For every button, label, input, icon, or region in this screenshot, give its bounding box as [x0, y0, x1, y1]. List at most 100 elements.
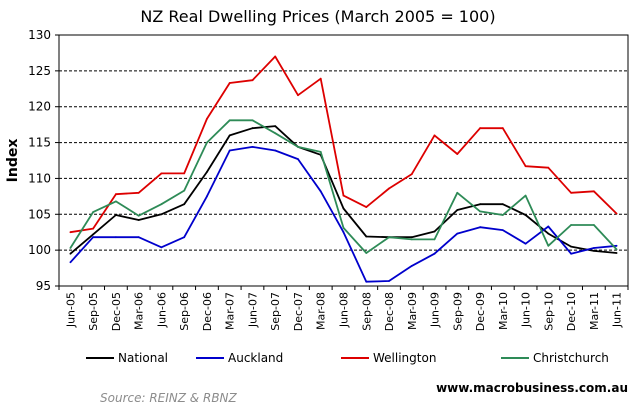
data-point	[206, 195, 208, 198]
data-point	[319, 190, 322, 193]
data-point	[593, 224, 595, 226]
x-tick-label: Jun-06	[155, 292, 168, 328]
data-point	[365, 280, 368, 283]
data-point	[160, 213, 163, 216]
data-point	[524, 214, 527, 216]
y-tick-label: 120	[28, 100, 51, 114]
data-point	[479, 127, 481, 130]
data-point	[456, 232, 459, 235]
x-tick-label: Dec-10	[565, 292, 578, 331]
data-point	[251, 119, 254, 122]
data-point	[433, 252, 436, 255]
series-auckland	[69, 145, 618, 283]
x-tick-label: Sep-05	[87, 292, 100, 331]
x-tick-label: Dec-06	[201, 292, 214, 331]
x-tick-label: Dec-09	[474, 292, 487, 331]
data-point	[92, 233, 94, 236]
data-point	[297, 94, 299, 97]
data-point	[137, 219, 140, 221]
data-point	[524, 194, 527, 197]
legend: National Auckland Wellington Christchurch	[86, 351, 609, 365]
data-point	[297, 146, 299, 148]
series-line	[70, 55, 618, 234]
data-point	[570, 252, 572, 255]
x-tick-label: Mar-10	[497, 292, 510, 330]
data-point	[388, 280, 390, 282]
data-point	[228, 82, 231, 84]
data-point	[433, 134, 436, 137]
x-tick-label: Jun-11	[611, 292, 624, 328]
data-point	[206, 141, 208, 144]
data-point	[615, 248, 618, 251]
data-point	[410, 265, 413, 267]
x-axis-ticks: Jun-05 Sep-05 Dec-05 Mar-06 Jun-06 Sep-06 Dec-…	[58, 286, 629, 331]
grid	[59, 70, 628, 251]
data-point	[274, 149, 277, 152]
data-point	[501, 203, 504, 206]
x-tick-label: Jun-09	[429, 292, 442, 328]
data-point	[115, 236, 117, 239]
series-christchurch	[69, 119, 618, 254]
data-point	[410, 173, 413, 176]
data-point	[501, 229, 504, 232]
x-tick-label: Dec-05	[110, 292, 123, 331]
data-point	[365, 206, 368, 209]
data-point	[115, 214, 117, 216]
data-point	[69, 247, 72, 249]
x-tick-label: Mar-09	[406, 292, 419, 330]
data-point	[593, 250, 595, 252]
data-point	[365, 235, 368, 238]
data-point	[433, 238, 436, 241]
x-tick-label: Mar-11	[588, 292, 601, 330]
x-tick-label: Jun-08	[338, 292, 351, 328]
y-tick-label: 95	[36, 279, 51, 293]
data-point	[251, 79, 254, 82]
data-point	[593, 190, 595, 193]
y-tick-label: 130	[28, 28, 51, 42]
data-point	[479, 226, 481, 229]
data-point	[228, 134, 231, 137]
data-point	[69, 231, 72, 234]
source-note: Source: REINZ & RBNZ	[100, 391, 238, 405]
data-point	[137, 214, 140, 217]
y-tick-label: 100	[28, 243, 51, 257]
x-tick-label: Jun-10	[520, 292, 533, 328]
legend-item-auckland: Auckland	[196, 351, 283, 365]
data-point	[160, 246, 163, 249]
data-point	[593, 247, 595, 249]
data-point	[319, 77, 322, 80]
x-tick-label: Sep-08	[360, 292, 373, 331]
website-label: www.macrobusiness.com.au	[436, 381, 628, 395]
data-point	[206, 171, 208, 173]
x-tick-label: Sep-10	[542, 292, 555, 331]
data-point	[342, 194, 345, 197]
x-tick-label: Mar-07	[224, 292, 237, 330]
x-tick-label: Dec-07	[292, 292, 305, 331]
data-point	[137, 236, 140, 239]
data-point	[92, 211, 94, 214]
data-point	[456, 191, 459, 194]
data-point	[137, 191, 140, 194]
data-point	[206, 118, 208, 120]
data-point	[69, 261, 72, 264]
plot-frame	[58, 34, 629, 287]
series-lines	[69, 55, 618, 283]
data-point	[342, 207, 345, 210]
data-point	[183, 172, 186, 175]
legend-item-wellington: Wellington	[341, 351, 436, 365]
data-point	[365, 252, 368, 254]
y-tick-label: 125	[28, 64, 51, 78]
data-point	[160, 203, 163, 206]
legend-label: Auckland	[228, 351, 283, 365]
x-tick-label: Sep-07	[269, 292, 282, 331]
data-point	[160, 172, 163, 175]
data-point	[479, 203, 481, 206]
x-tick-label: Sep-09	[451, 292, 464, 331]
data-point	[115, 200, 117, 203]
data-point	[570, 191, 572, 194]
data-point	[524, 242, 527, 245]
data-point	[570, 245, 572, 248]
data-point	[388, 236, 390, 239]
data-point	[342, 227, 345, 229]
